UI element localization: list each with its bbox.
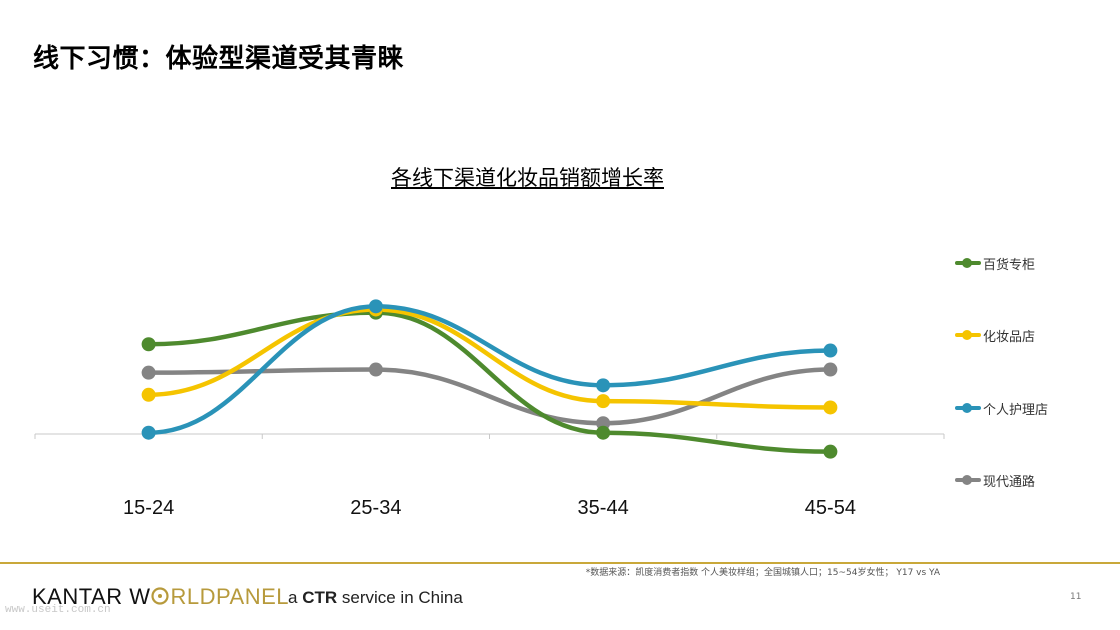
data-point-1-0 bbox=[141, 387, 156, 402]
brand-tagline: a CTR service in China bbox=[288, 588, 463, 607]
brand-text-1: KANTAR W bbox=[32, 584, 151, 609]
source-footnote: *数据来源：凯度消费者指数 个人美妆样组；全国城镇人口；15~54岁女性； Y1… bbox=[585, 568, 940, 578]
data-point-0-0 bbox=[141, 337, 156, 352]
chart-title: 各线下渠道化妆品销额增长率 bbox=[391, 166, 664, 190]
data-point-0-3 bbox=[823, 444, 838, 459]
legend-swatch-3 bbox=[955, 473, 981, 487]
legend-label-2: 个人护理店 bbox=[983, 402, 1049, 418]
watermark: www.useit.com.cn bbox=[5, 604, 111, 616]
series-points bbox=[141, 299, 838, 459]
legend-swatch-0 bbox=[955, 256, 981, 270]
series-line-1 bbox=[146, 307, 833, 410]
data-point-2-3 bbox=[823, 343, 838, 358]
data-point-0-2 bbox=[596, 425, 611, 440]
legend-swatch-1 bbox=[955, 328, 981, 342]
data-point-3-0 bbox=[141, 365, 156, 380]
x-axis-tick-labels: 15-24 25-34 35-44 45-54 bbox=[123, 497, 856, 519]
kantar-worldpanel-logo: KANTAR W RLDPANEL bbox=[32, 584, 289, 610]
series-line-2 bbox=[146, 304, 833, 435]
data-point-1-2 bbox=[596, 394, 611, 409]
x-tick-label-1: 25-34 bbox=[350, 497, 401, 519]
legend-item-3: 现代通路 bbox=[955, 465, 1035, 495]
slide-title: 线下习惯：体验型渠道受其青睐 bbox=[33, 44, 405, 74]
legend-label-3: 现代通路 bbox=[983, 474, 1036, 490]
data-point-1-3 bbox=[823, 400, 838, 415]
x-tick-label-0: 15-24 bbox=[123, 497, 174, 519]
data-point-2-1 bbox=[368, 299, 383, 314]
data-point-3-1 bbox=[368, 362, 383, 377]
brand-o-mark bbox=[151, 587, 170, 605]
x-axis-ticks bbox=[34, 434, 945, 439]
data-point-3-3 bbox=[823, 362, 838, 377]
legend-swatch-2 bbox=[955, 401, 981, 415]
line-chart: 15-24 25-34 35-44 45-54 bbox=[34, 299, 945, 519]
series-line-0 bbox=[146, 310, 833, 454]
legend-item-0: 百货专柜 bbox=[955, 248, 1035, 278]
series-lines bbox=[146, 304, 833, 454]
data-point-2-2 bbox=[596, 378, 611, 393]
data-point-2-0 bbox=[141, 425, 156, 440]
x-tick-label-2: 35-44 bbox=[578, 497, 629, 519]
footer-divider bbox=[0, 562, 1120, 564]
x-tick-label-3: 45-54 bbox=[805, 497, 856, 519]
legend-label-0: 百货专柜 bbox=[983, 257, 1036, 273]
page-number: 11 bbox=[1070, 592, 1082, 602]
brand-text-2: RLDPANEL bbox=[170, 584, 290, 609]
legend-item-1: 化妆品店 bbox=[955, 320, 1035, 350]
legend-item-2: 个人护理店 bbox=[955, 393, 1048, 423]
legend-label-1: 化妆品店 bbox=[983, 329, 1036, 345]
